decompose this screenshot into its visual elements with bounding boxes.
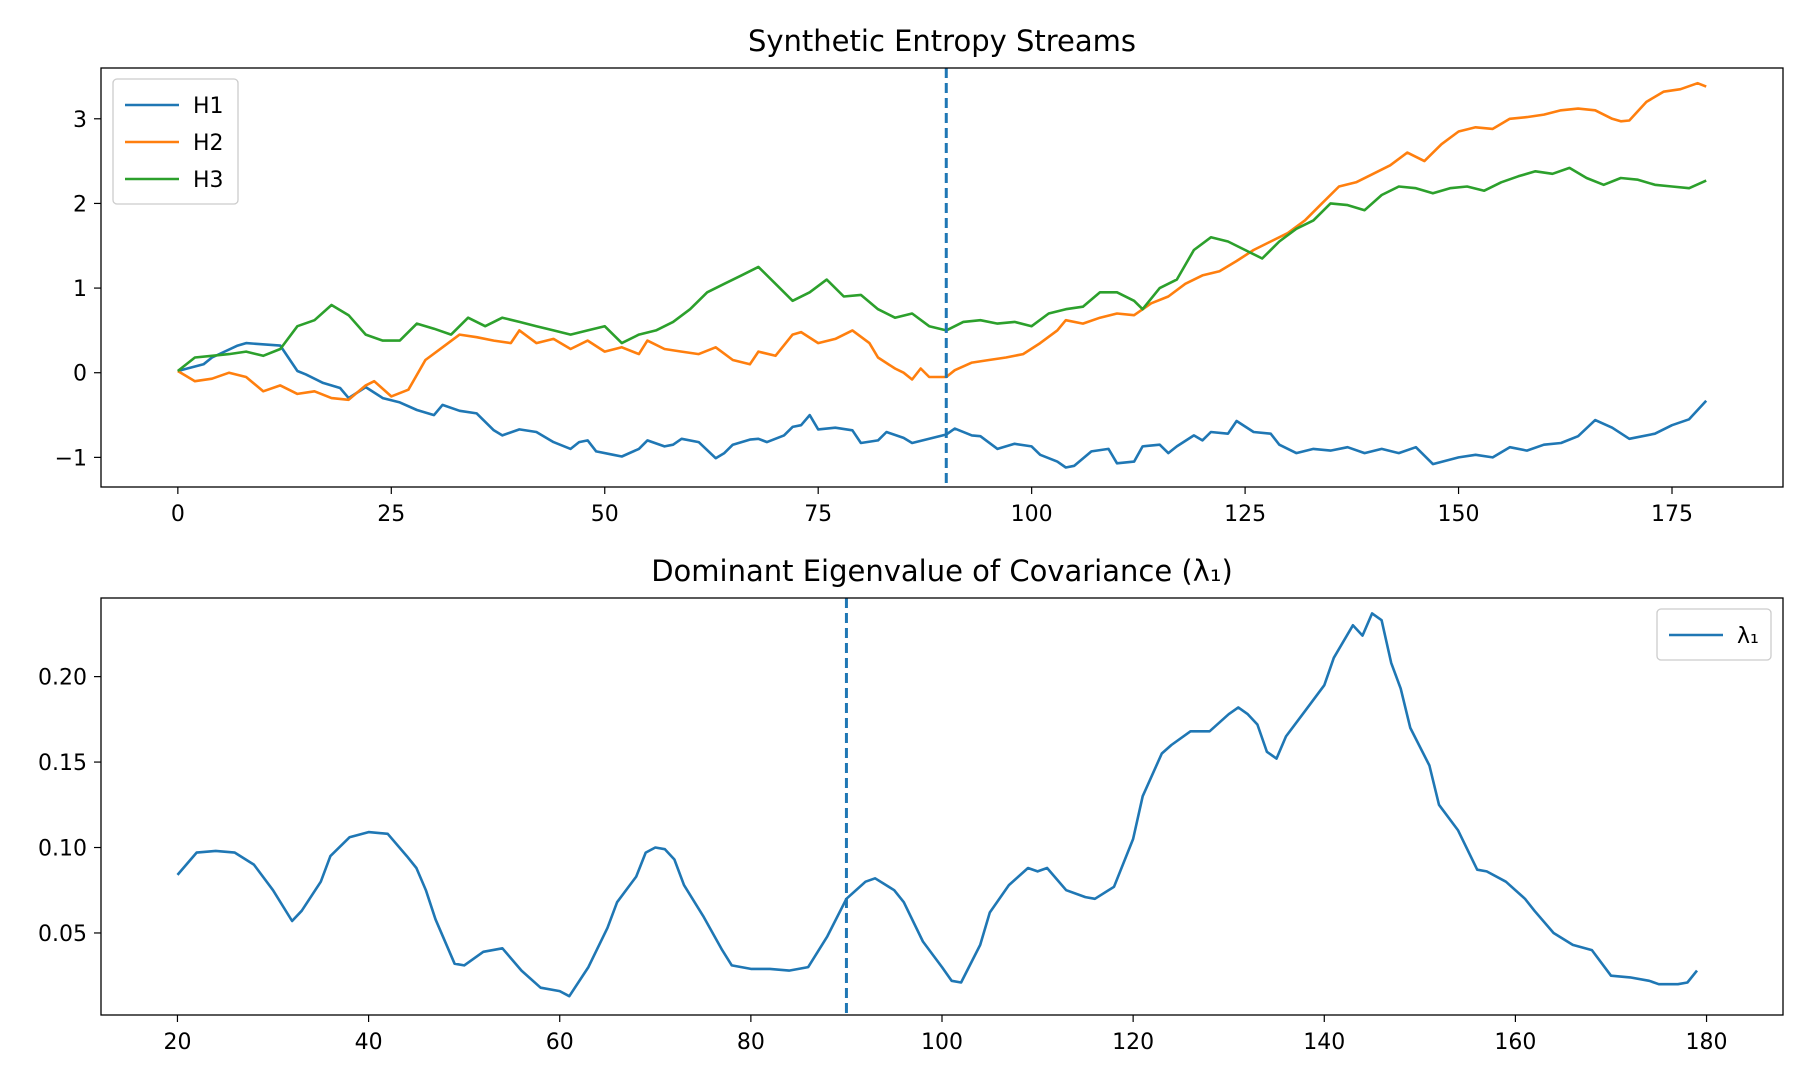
bottom-chart-panel: Dominant Eigenvalue of Covariance (λ₁) 2… bbox=[38, 554, 1784, 1055]
y-tick-label: 3 bbox=[73, 108, 87, 133]
y-tick-label: 2 bbox=[73, 192, 87, 217]
y-tick-label: 0.05 bbox=[38, 922, 87, 947]
series-line-H1 bbox=[177, 341, 1708, 469]
top-chart-panel: Synthetic Entropy Streams 0 25 50 75 100 125 1… bbox=[55, 24, 1784, 527]
x-tick-label: 140 bbox=[1303, 1030, 1345, 1055]
x-tick-label: 175 bbox=[1651, 502, 1693, 527]
x-tick-label: 75 bbox=[804, 502, 832, 527]
y-tick-label: 0 bbox=[73, 362, 87, 387]
legend-label: H2 bbox=[193, 131, 224, 156]
x-tick-label: 0 bbox=[171, 502, 185, 527]
x-tick-label: 180 bbox=[1686, 1030, 1728, 1055]
x-tick-label: 20 bbox=[163, 1030, 191, 1055]
legend: λ₁ bbox=[1656, 608, 1772, 661]
series-line-H3 bbox=[176, 166, 1707, 373]
y-tick-label: 0.10 bbox=[38, 837, 87, 862]
legend-label: H3 bbox=[193, 168, 224, 193]
x-tick-label: 60 bbox=[546, 1030, 574, 1055]
y-tick-label: 0.20 bbox=[38, 666, 87, 691]
bottom-chart-title: Dominant Eigenvalue of Covariance (λ₁) bbox=[651, 554, 1233, 588]
x-tick-label: 40 bbox=[355, 1030, 383, 1055]
x-tick-label: 80 bbox=[737, 1030, 765, 1055]
legend: H1 H2 H3 bbox=[112, 78, 239, 205]
x-tick-label: 125 bbox=[1224, 502, 1266, 527]
x-tick-label: 100 bbox=[1011, 502, 1053, 527]
x-tick-label: 160 bbox=[1494, 1030, 1536, 1055]
x-tick-label: 100 bbox=[921, 1030, 963, 1055]
x-tick-label: 150 bbox=[1438, 502, 1480, 527]
y-tick-label: −1 bbox=[55, 446, 87, 471]
x-tick-label: 50 bbox=[591, 502, 619, 527]
series-line-H2 bbox=[177, 81, 1707, 402]
axes-frame bbox=[100, 597, 1784, 1016]
top-chart-title: Synthetic Entropy Streams bbox=[748, 24, 1136, 58]
y-tick-label: 0.15 bbox=[38, 751, 87, 776]
axes-frame bbox=[100, 67, 1784, 488]
legend-label: H1 bbox=[193, 94, 224, 119]
legend-label: λ₁ bbox=[1737, 624, 1759, 649]
x-tick-label: 25 bbox=[377, 502, 405, 527]
y-tick-label: 1 bbox=[73, 277, 87, 302]
x-tick-label: 120 bbox=[1112, 1030, 1154, 1055]
series-line-λ₁ bbox=[176, 612, 1699, 998]
